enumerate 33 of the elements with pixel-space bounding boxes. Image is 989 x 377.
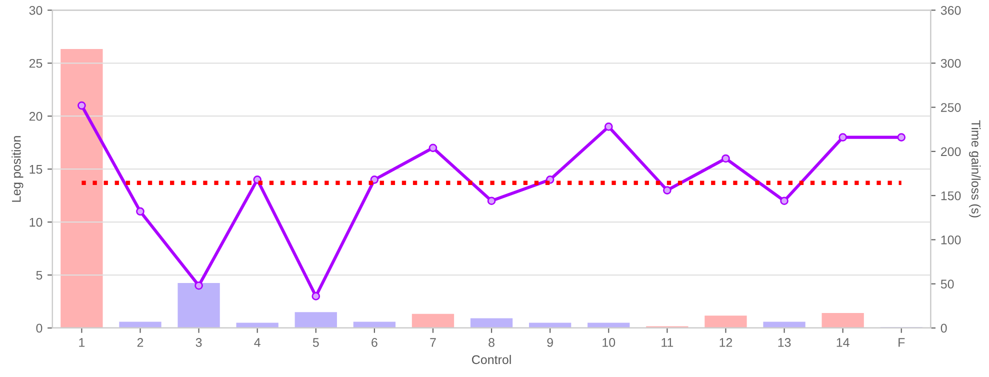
x-tick-label: 13: [778, 338, 791, 347]
y2-tick-label: 100: [941, 236, 961, 244]
x-tick-label: 2: [137, 338, 144, 347]
y-tick-label: 0: [36, 324, 42, 333]
y-tick-label: 25: [29, 58, 42, 68]
y2-tick-label: 150: [941, 191, 961, 200]
y2-tick-label: 0: [940, 324, 947, 333]
y2-tick-label: 200: [941, 147, 961, 156]
x-tick-label: 3: [196, 338, 202, 347]
x-axis-title: Control: [472, 354, 511, 364]
y2-tick-label: 300: [940, 58, 961, 68]
x-tick-label: 5: [312, 338, 319, 347]
x-tick-label: F: [898, 338, 905, 347]
x-tick-label: 4: [254, 338, 260, 347]
y2-tick-label: 250: [941, 103, 961, 112]
y2-tick-label: 360: [940, 6, 961, 15]
x-tick-label: 12: [720, 338, 732, 347]
x-tick-label: 6: [372, 338, 378, 347]
x-tick-label: 10: [602, 338, 616, 347]
y2-tick-label: 50: [940, 280, 954, 288]
x-tick-label: 9: [547, 338, 553, 347]
y-tick-label: 10: [30, 218, 42, 227]
x-tick-label: 7: [430, 338, 436, 347]
x-tick-label: 1: [79, 338, 85, 347]
x-tick-label: 11: [662, 338, 674, 347]
y-tick-label: 15: [30, 165, 42, 174]
y-axis-title: Leg position: [12, 136, 24, 202]
x-tick-label: 14: [836, 338, 850, 347]
y-tick-label: 30: [29, 6, 42, 15]
x-tick-label: 8: [488, 338, 494, 347]
y-tick-label: 5: [36, 270, 42, 280]
y-tick-label: 20: [29, 112, 42, 121]
y2-axis-title: Time gain/loss (s): [969, 120, 981, 218]
